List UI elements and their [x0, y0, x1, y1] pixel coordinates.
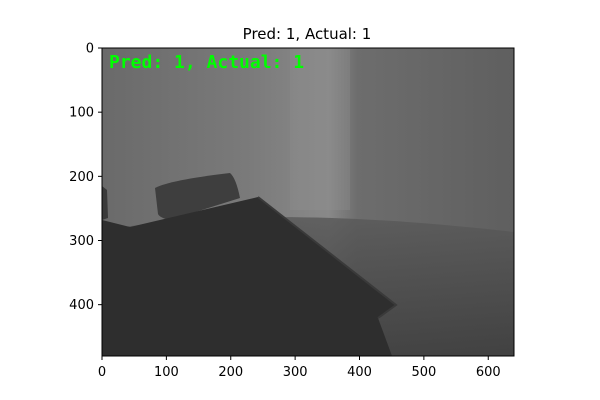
y-tick-label: 400: [69, 298, 94, 313]
y-tick-label: 300: [69, 234, 94, 249]
prediction-overlay-text: Pred: 1, Actual: 1: [109, 52, 304, 73]
y-axis: 0 100 200 300 400: [69, 42, 102, 313]
x-tick-label: 400: [347, 365, 372, 380]
figure-title: Pred: 1, Actual: 1: [242, 25, 372, 43]
x-tick-label: 100: [154, 365, 179, 380]
x-tick-label: 0: [98, 365, 106, 380]
plot-frame: [101, 47, 515, 357]
y-tick-label: 0: [86, 42, 94, 57]
x-tick-label: 500: [411, 365, 436, 380]
y-tick-label: 100: [69, 106, 94, 121]
y-tick-label: 200: [69, 170, 94, 185]
photo-seat-back: [155, 173, 240, 220]
grayscale-photo: [102, 48, 514, 356]
x-axis: 0 100 200 300 400 500 600: [98, 356, 501, 380]
x-tick-label: 600: [476, 365, 501, 380]
x-tick-label: 300: [283, 365, 308, 380]
photo-left-post: [102, 186, 108, 220]
x-tick-label: 200: [218, 365, 243, 380]
photo-object-edge: [257, 196, 398, 319]
photo-dark-object: [102, 197, 396, 356]
photo-bright-wall: [290, 48, 350, 210]
